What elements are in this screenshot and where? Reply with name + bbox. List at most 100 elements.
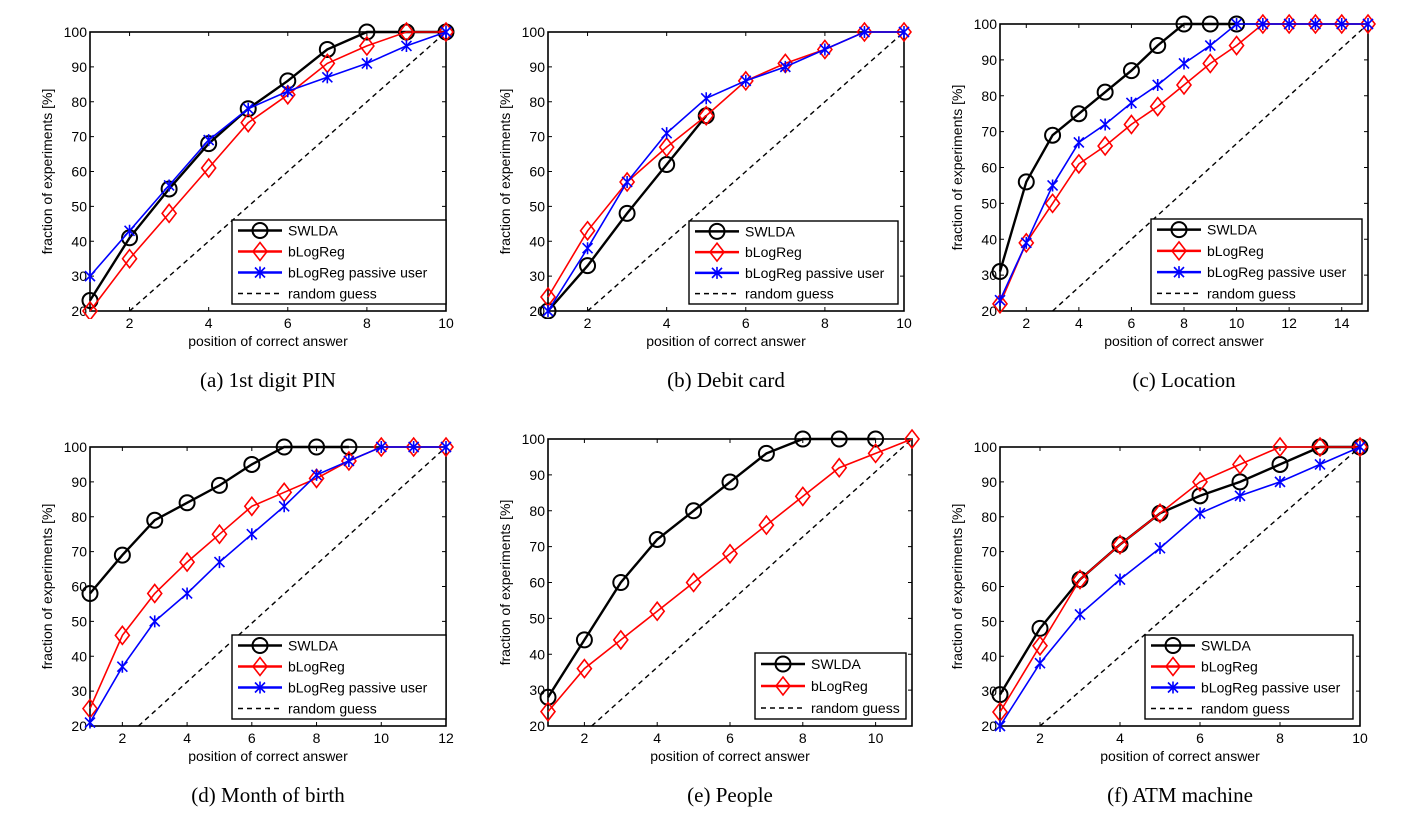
- data-point-diamond: [1351, 436, 1369, 458]
- data-point-x: [408, 441, 420, 453]
- data-point-x: [1257, 18, 1269, 30]
- series-line: [138, 446, 447, 727]
- legend-label: random guess: [1207, 285, 1296, 301]
- y-tick-label: 50: [529, 198, 545, 214]
- series-blogreg: [539, 428, 921, 722]
- data-point-circle: [1191, 487, 1209, 505]
- data-point-diamond: [1070, 153, 1087, 175]
- y-tick-label: 30: [981, 683, 997, 699]
- y-tick-label: 50: [529, 610, 545, 626]
- data-point-diamond: [405, 436, 422, 458]
- series-line: [999, 446, 1361, 727]
- y-tick-label: 70: [981, 544, 997, 560]
- y-tick-label: 90: [71, 59, 87, 75]
- data-point-diamond: [685, 572, 702, 593]
- x-axis-label: position of correct answer: [1104, 333, 1264, 349]
- x-tick-label: 8: [821, 315, 829, 331]
- series-random-guess: [1052, 23, 1369, 312]
- data-point-circle: [340, 438, 358, 456]
- data-point-diamond: [211, 523, 228, 545]
- y-tick-label: 20: [71, 718, 87, 734]
- data-point-diamond: [1044, 193, 1061, 214]
- x-tick-label: 8: [1276, 730, 1284, 746]
- legend-label: SWLDA: [745, 223, 795, 239]
- data-point-circle: [867, 430, 885, 448]
- data-point-diamond: [1254, 13, 1271, 35]
- series-line: [999, 446, 1360, 713]
- x-tick-label: 12: [1281, 315, 1297, 331]
- subplot-caption: (d) Month of birth: [191, 783, 345, 807]
- legend-label: random guess: [288, 286, 377, 302]
- legend-label: bLogReg passive user: [288, 265, 428, 281]
- data-point-circle: [178, 494, 196, 512]
- data-point-x: [123, 224, 136, 237]
- data-point-diamond: [1228, 35, 1245, 56]
- legend-marker-x: [254, 681, 266, 694]
- legend-marker-x: [711, 266, 723, 279]
- legend-label: SWLDA: [288, 223, 338, 239]
- x-tick-label: 2: [584, 315, 592, 331]
- x-tick-label: 10: [868, 730, 884, 746]
- x-tick-label: 6: [726, 730, 734, 746]
- subplot-f: 20 30 40 50 60 70 80 90 100 2 4 6 8 10 position of cor…: [949, 436, 1369, 807]
- legend-marker-diamond: [251, 241, 269, 262]
- data-point-diamond: [658, 136, 675, 158]
- legend-marker-x: [254, 266, 266, 279]
- y-axis-label: fraction of experiments [%]: [39, 504, 55, 670]
- x-axis-label: position of correct answer: [188, 333, 348, 349]
- data-point-diamond: [758, 514, 775, 536]
- subplot-d: 20 30 40 50 60 70 80 90 100 2 4 6 8 10 12 position of c…: [39, 436, 455, 807]
- series-line: [89, 31, 446, 312]
- series-swlda: [539, 107, 715, 319]
- data-point-x: [700, 92, 712, 105]
- data-point-x: [440, 26, 452, 38]
- data-point-x: [1178, 57, 1190, 70]
- y-tick-label: 40: [981, 648, 997, 664]
- legend-label: bLogReg: [1201, 659, 1258, 675]
- data-point-diamond: [1149, 96, 1166, 117]
- data-point-circle: [685, 502, 703, 520]
- x-tick-label: 4: [1075, 315, 1083, 331]
- series-line: [998, 445, 1360, 696]
- data-point-circle: [318, 40, 336, 58]
- x-tick-label: 4: [183, 730, 191, 746]
- data-point-diamond: [1307, 13, 1324, 35]
- y-tick-label: 60: [981, 579, 997, 595]
- data-point-diamond: [373, 436, 390, 458]
- y-tick-label: 100: [64, 439, 88, 455]
- series-line: [547, 31, 904, 312]
- data-point-circle: [757, 444, 775, 462]
- data-point-circle: [648, 530, 666, 548]
- series-line: [89, 31, 447, 277]
- y-tick-label: 70: [71, 129, 87, 145]
- series-random-guess: [129, 31, 447, 312]
- data-point-diamond: [1018, 232, 1035, 254]
- x-axis-label: position of correct answer: [646, 333, 806, 349]
- subplot-caption: (a) 1st digit PIN: [200, 368, 336, 392]
- data-point-circle: [1070, 105, 1088, 123]
- y-axis-label: fraction of experiments [%]: [949, 85, 965, 251]
- data-point-diamond: [1271, 436, 1289, 458]
- legend-label: SWLDA: [288, 638, 338, 654]
- data-point-diamond: [114, 625, 131, 646]
- legend-marker-diamond: [1170, 240, 1188, 262]
- x-tick-label: 6: [284, 315, 292, 331]
- data-point-x: [361, 57, 373, 70]
- legend-label: SWLDA: [1207, 222, 1257, 238]
- y-tick-label: 80: [71, 94, 87, 110]
- data-point-circle: [1175, 15, 1193, 33]
- y-tick-label: 70: [529, 539, 545, 555]
- data-point-circle: [794, 430, 812, 448]
- legend: SWLDA bLogReg bLogReg passive user random g…: [1150, 218, 1363, 305]
- data-point-x: [84, 270, 96, 283]
- series-line: [546, 437, 876, 698]
- x-axis-label: position of correct answer: [188, 748, 348, 764]
- subplot-e: 20 30 40 50 60 70 80 90 100 2 4 6 8 10 position of cor…: [497, 428, 921, 807]
- data-point-x: [994, 294, 1006, 307]
- series-line: [88, 30, 446, 302]
- y-tick-label: 60: [71, 164, 87, 180]
- x-axis-label: position of correct answer: [1100, 748, 1260, 764]
- x-tick-label: 4: [663, 315, 671, 331]
- series-random-guess: [587, 31, 905, 312]
